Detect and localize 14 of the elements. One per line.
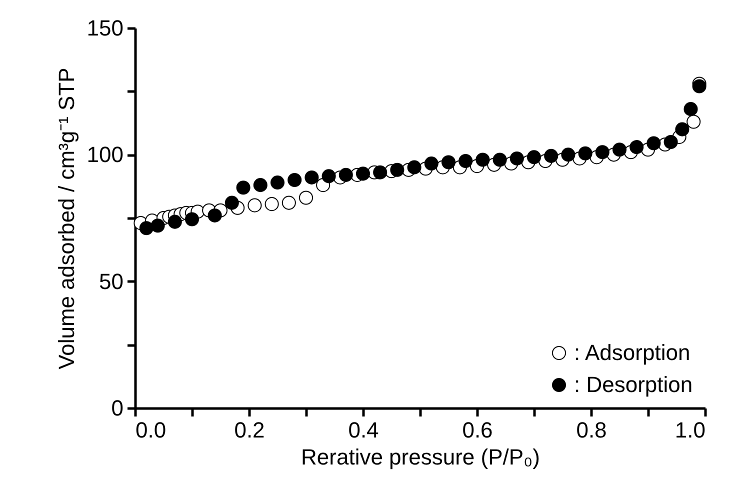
y-tick-label: 100: [86, 142, 124, 168]
x-tick-label: 0.2: [234, 418, 265, 442]
x-tick-label: 0.6: [462, 418, 493, 442]
legend-label: : Desorption: [574, 372, 693, 397]
x-tick-label: 1.0: [674, 418, 706, 442]
x-tick-label: 0.0: [136, 418, 166, 442]
x-tick-label: 0.8: [576, 418, 607, 442]
legend-label: : Adsorption: [574, 340, 690, 365]
y-axis-title: Volume adsorbed / cm³g⁻¹ STP: [54, 68, 79, 370]
x-tick-label: 0.4: [348, 418, 379, 442]
y-tick-label: 50: [99, 268, 124, 294]
x-axis-title: Rerative pressure (P/P₀): [301, 444, 540, 470]
y-tick-label: 0: [111, 396, 124, 420]
y-tick-label: 150: [86, 16, 124, 40]
